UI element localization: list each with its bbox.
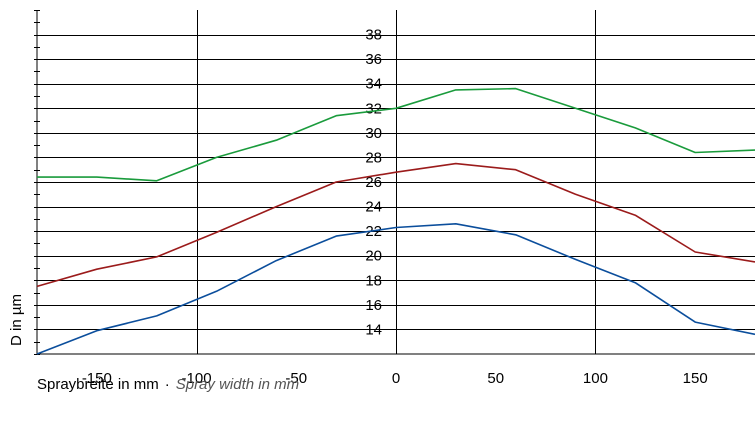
series-line-1 <box>37 87 755 182</box>
x-axis-label-de: Spraybreite in mm <box>37 376 159 393</box>
grid <box>36 10 755 355</box>
y-tick-label: 30 <box>365 125 382 142</box>
y-tick-label: 32 <box>365 100 382 117</box>
y-tick-label: 26 <box>365 174 382 191</box>
y-tick-label: 16 <box>365 297 382 314</box>
x-tick-labels: -150 -100 -50 0 50 100 150 <box>82 370 708 387</box>
y-axis-label: D in µm <box>8 294 25 346</box>
y-tick-label: 22 <box>365 223 382 240</box>
x-axis-label-en: Spray width in mm <box>175 376 300 393</box>
y-tick-label: 14 <box>365 321 382 338</box>
x-tick-label: -50 <box>285 370 307 387</box>
x-tick-label: 100 <box>583 370 608 387</box>
y-tick-label: 20 <box>365 248 382 265</box>
x-axis-label: Spraybreite in mm · Spray width in mm <box>37 376 299 393</box>
y-tick-label: 18 <box>365 272 382 289</box>
y-tick-label: 28 <box>365 149 382 166</box>
y-axis-minor-ticks <box>34 10 40 355</box>
x-tick-label: 150 <box>683 370 708 387</box>
x-tick-label: 50 <box>487 370 504 387</box>
series-line-3 <box>36 223 755 355</box>
series-line-2 <box>36 162 755 288</box>
y-tick-label: 24 <box>365 199 382 216</box>
y-tick-label: 34 <box>365 76 382 93</box>
x-tick-label: 0 <box>392 370 400 387</box>
y-tick-label: 36 <box>365 51 382 68</box>
series-lines <box>36 87 755 355</box>
x-axis-label-separator: · <box>164 376 170 393</box>
y-tick-label: 38 <box>365 27 382 44</box>
x-tick-label: -100 <box>182 370 212 387</box>
y-tick-labels: 14 16 18 20 22 24 26 28 30 32 34 36 38 <box>365 27 382 339</box>
x-tick-label: -150 <box>82 370 112 387</box>
